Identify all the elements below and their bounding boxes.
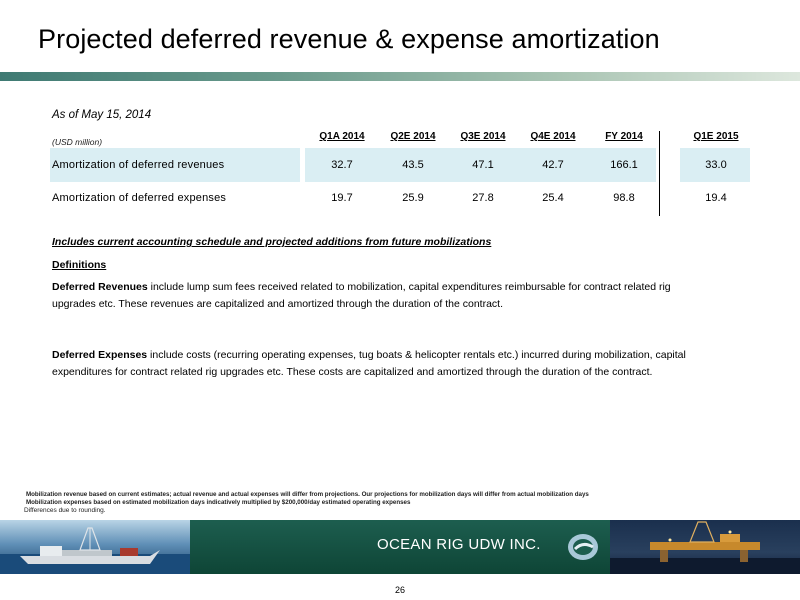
row-label-deferred-revenues: Amortization of deferred revenues (52, 159, 225, 171)
table-cell: 43.5 (402, 159, 424, 171)
rig-image-icon (610, 521, 800, 574)
definitions-heading: Definitions (52, 259, 107, 271)
term-deferred-expenses: Deferred Expenses (52, 349, 148, 361)
column-header-q1a-2014: Q1A 2014 (319, 131, 365, 142)
definition-text: include costs (recurring operating expen… (52, 349, 686, 378)
row-highlight-2015 (680, 148, 750, 182)
table-cell: 25.4 (542, 192, 564, 204)
schedule-note: Includes current accounting schedule and… (52, 236, 492, 248)
drillship-photo (0, 520, 190, 574)
definition-text: include lump sum fees received related t… (52, 281, 671, 310)
table-cell: 19.4 (705, 192, 727, 204)
footnote: Differences due to rounding. (24, 507, 106, 514)
table-cell: 98.8 (613, 192, 635, 204)
footer-banner: OCEAN RIG UDW INC. (0, 520, 800, 574)
units-label: (USD million) (52, 137, 103, 147)
rig-photo (610, 520, 800, 574)
column-header-fy-2014: FY 2014 (605, 131, 643, 142)
table-cell: 166.1 (610, 159, 638, 171)
row-highlight-label (50, 148, 300, 182)
definition-deferred-expenses: Deferred Expenses include costs (recurri… (52, 347, 692, 381)
column-header-q4e-2014: Q4E 2014 (530, 131, 576, 142)
row-highlight-2014 (305, 148, 656, 182)
column-divider (659, 131, 660, 216)
column-header-q1e-2015: Q1E 2015 (693, 131, 739, 142)
page-number: 26 (394, 585, 405, 595)
table-cell: 19.7 (331, 192, 353, 204)
table-cell: 33.0 (705, 159, 727, 171)
footnote: Mobilization revenue based on current es… (26, 491, 589, 498)
table-cell: 32.7 (331, 159, 353, 171)
as-of-date: As of May 15, 2014 (52, 109, 152, 121)
column-header-q3e-2014: Q3E 2014 (460, 131, 506, 142)
table-cell: 47.1 (472, 159, 494, 171)
footnote: Mobilization expenses based on estimated… (26, 499, 411, 506)
company-name: OCEAN RIG UDW INC. (377, 536, 541, 553)
drillship-image-icon (0, 527, 190, 574)
column-header-q2e-2014: Q2E 2014 (390, 131, 436, 142)
title-divider-bar (0, 72, 800, 81)
table-cell: 25.9 (402, 192, 424, 204)
ocean-rig-logo-icon (568, 534, 598, 560)
page-title: Projected deferred revenue & expense amo… (38, 24, 660, 54)
table-cell: 27.8 (472, 192, 494, 204)
definition-deferred-revenues: Deferred Revenues include lump sum fees … (52, 279, 692, 313)
term-deferred-revenues: Deferred Revenues (52, 281, 148, 293)
row-label-deferred-expenses: Amortization of deferred expenses (52, 192, 227, 204)
table-cell: 42.7 (542, 159, 564, 171)
